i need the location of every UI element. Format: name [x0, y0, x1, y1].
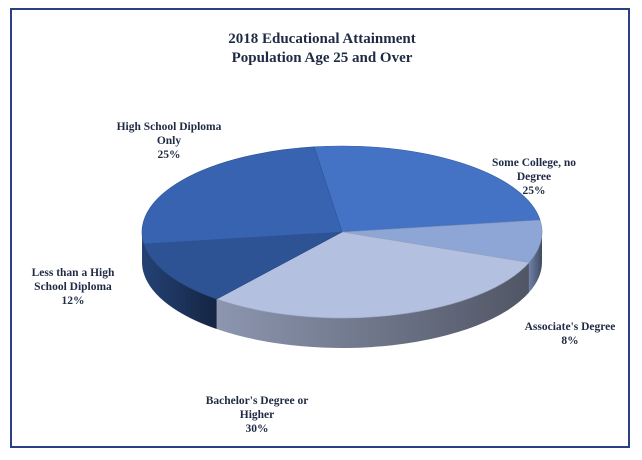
- pie-slice-0: [313, 145, 541, 233]
- pie-slice-side-1: [528, 232, 542, 293]
- pie-slice-1: [341, 219, 543, 263]
- pie-chart: [141, 145, 543, 348]
- pie-slice-2: [215, 231, 530, 319]
- chart-subtitle: Population Age 25 and Over: [231, 50, 413, 66]
- slice-label-less-than-hs: Less than a High School Diploma 12%: [31, 267, 115, 307]
- chart-frame: 2018 Educational Attainment Population A…: [10, 8, 630, 448]
- slice-label-associates: Associate's Degree 8%: [524, 321, 616, 347]
- pie-slice-3: [143, 231, 343, 300]
- pie-slice-4: [141, 146, 343, 245]
- pie-slice-side-3: [143, 243, 217, 330]
- pie-slice-side-2: [216, 262, 529, 348]
- slice-label-bachelors: Bachelor's Degree or Higher 30%: [205, 395, 309, 435]
- slice-label-some-college: Some College, no Degree 25%: [491, 157, 576, 197]
- chart-title: 2018 Educational Attainment: [228, 31, 416, 47]
- slice-label-high-school: High School Diploma Only 25%: [116, 121, 222, 161]
